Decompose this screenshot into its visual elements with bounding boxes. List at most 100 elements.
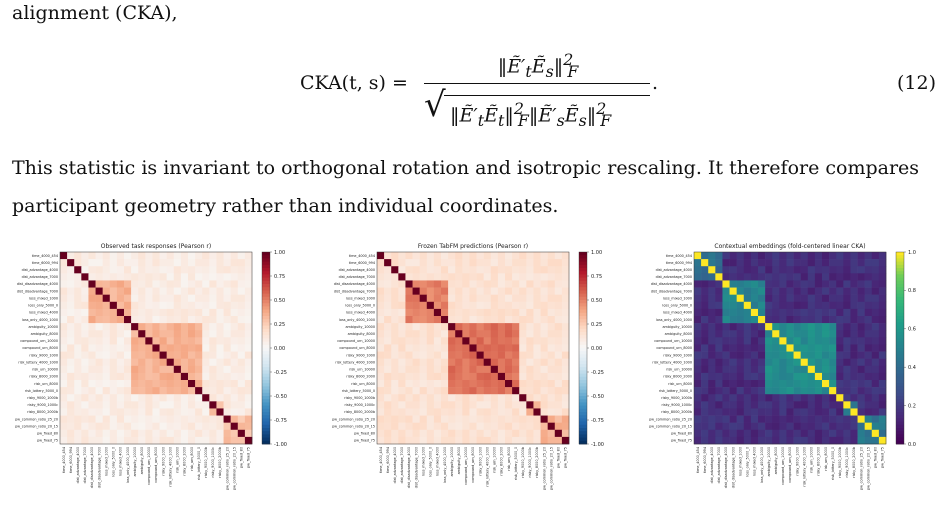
colorbar-segment [896, 428, 904, 432]
heatmap-cell [116, 415, 125, 423]
heatmap-cell [476, 294, 484, 303]
heatmap-cell [561, 387, 570, 395]
heatmap-cell [505, 351, 513, 359]
heatmap-cell [786, 415, 794, 423]
heatmap-cell [519, 372, 527, 381]
heatmap-cell [405, 301, 413, 310]
heatmap-cell [109, 358, 118, 367]
heatmap-cell [109, 394, 118, 402]
heatmap-cell [547, 429, 556, 438]
heatmap-cell [441, 401, 449, 409]
col-tick-label: time_4000_454 [62, 447, 66, 473]
colorbar-segment [896, 287, 904, 291]
row-tick-label: risk_urn_10000 [32, 368, 58, 372]
heatmap-svg: Frozen TabFM predictions (Pearson r)time… [332, 243, 604, 490]
heatmap-cell [116, 380, 125, 388]
row-tick-label: dist_advantage_7000 [656, 275, 692, 279]
colorbar-segment [579, 258, 587, 262]
heatmap-cell [505, 273, 513, 281]
heatmap-cell [455, 323, 463, 331]
heatmap-cell [159, 422, 167, 431]
heatmap-cell [701, 372, 709, 381]
heatmap-cell [547, 287, 556, 295]
heatmap-cell [188, 429, 196, 438]
heatmap-cell [822, 273, 830, 281]
heatmap-cell [173, 280, 182, 288]
heatmap-cell [405, 408, 413, 416]
heatmap-cell [547, 301, 556, 310]
heatmap-cell [554, 266, 563, 274]
heatmap-cell [166, 408, 175, 416]
heatmap-cell [850, 415, 858, 423]
heatmap-cell [497, 401, 506, 409]
heatmap-cell [384, 344, 392, 352]
heatmap-cell [455, 273, 463, 281]
heatmap-cell [758, 358, 766, 367]
heatmap-cell [857, 337, 865, 345]
heatmap-cell [230, 252, 239, 260]
heatmap-cell [533, 316, 541, 324]
heatmap-cell [701, 294, 709, 303]
heatmap-cell [391, 294, 399, 303]
heatmap-cell [152, 415, 160, 423]
heatmap-cell [505, 337, 513, 345]
heatmap-cell [722, 273, 730, 281]
heatmap-cell [722, 351, 730, 359]
heatmap-cell [398, 308, 406, 317]
heatmap-cell [476, 252, 484, 260]
heatmap-cell [729, 337, 737, 345]
heatmap-cell [433, 401, 442, 409]
heatmap-cell [102, 259, 111, 267]
heatmap-cell [455, 436, 463, 445]
colorbar-tick-label: 0.8 [908, 288, 916, 294]
heatmap-cell [455, 308, 463, 317]
col-tick-label: pw_common_ratio_25_20 [225, 447, 229, 490]
heatmap-cell [871, 351, 880, 359]
heatmap-cell [554, 280, 563, 288]
heatmap-cell [244, 337, 253, 345]
heatmap-cell [786, 273, 794, 281]
heatmap-cell [490, 422, 499, 431]
row-tick-label: dist_advantage_7000 [339, 275, 375, 279]
heatmap-cell [722, 323, 730, 331]
heatmap-cell [561, 259, 570, 267]
heatmap-cell [750, 408, 759, 416]
heatmap-cell [878, 365, 887, 374]
heatmap-cell [772, 330, 780, 338]
heatmap-cell [216, 259, 224, 267]
heatmap-cell [540, 308, 548, 317]
heatmap-cell [131, 323, 139, 331]
heatmap-cell [195, 287, 203, 295]
colorbar-tick-label: 1.00 [591, 250, 602, 256]
panel-title: Frozen TabFM predictions (Pearson r) [418, 243, 528, 250]
row-tick-label: risky_8000_2000b [661, 410, 692, 414]
heatmap-cell [209, 301, 217, 310]
colorbar-segment [262, 351, 270, 355]
heatmap-cell [116, 365, 125, 374]
heatmap-cell [462, 365, 470, 374]
heatmap-cell [102, 380, 111, 388]
heatmap-cell [419, 344, 428, 352]
heatmap-cell [800, 266, 809, 274]
heatmap-cell [448, 344, 456, 352]
heatmap-cell [102, 401, 111, 409]
heatmap-cell [505, 380, 513, 388]
heatmap-cell [109, 351, 118, 359]
heatmap-cell [223, 351, 231, 359]
heatmap-cell [857, 308, 865, 317]
heatmap-cell [159, 344, 167, 352]
heatmap-cell [455, 387, 463, 395]
heatmap-cell [223, 337, 231, 345]
heatmap-cell [166, 259, 175, 267]
heatmap-cell [750, 330, 759, 338]
colorbar-segment [262, 316, 270, 320]
heatmap-cell [779, 394, 787, 402]
heatmap-cell [814, 337, 823, 345]
heatmap-cell [131, 301, 139, 310]
heatmap-cell [722, 330, 730, 338]
heatmap-cell [533, 401, 541, 409]
heatmap-cell [554, 316, 563, 324]
heatmap-cell [786, 294, 794, 303]
heatmap-cell [490, 408, 499, 416]
heatmap-cell [701, 380, 709, 388]
